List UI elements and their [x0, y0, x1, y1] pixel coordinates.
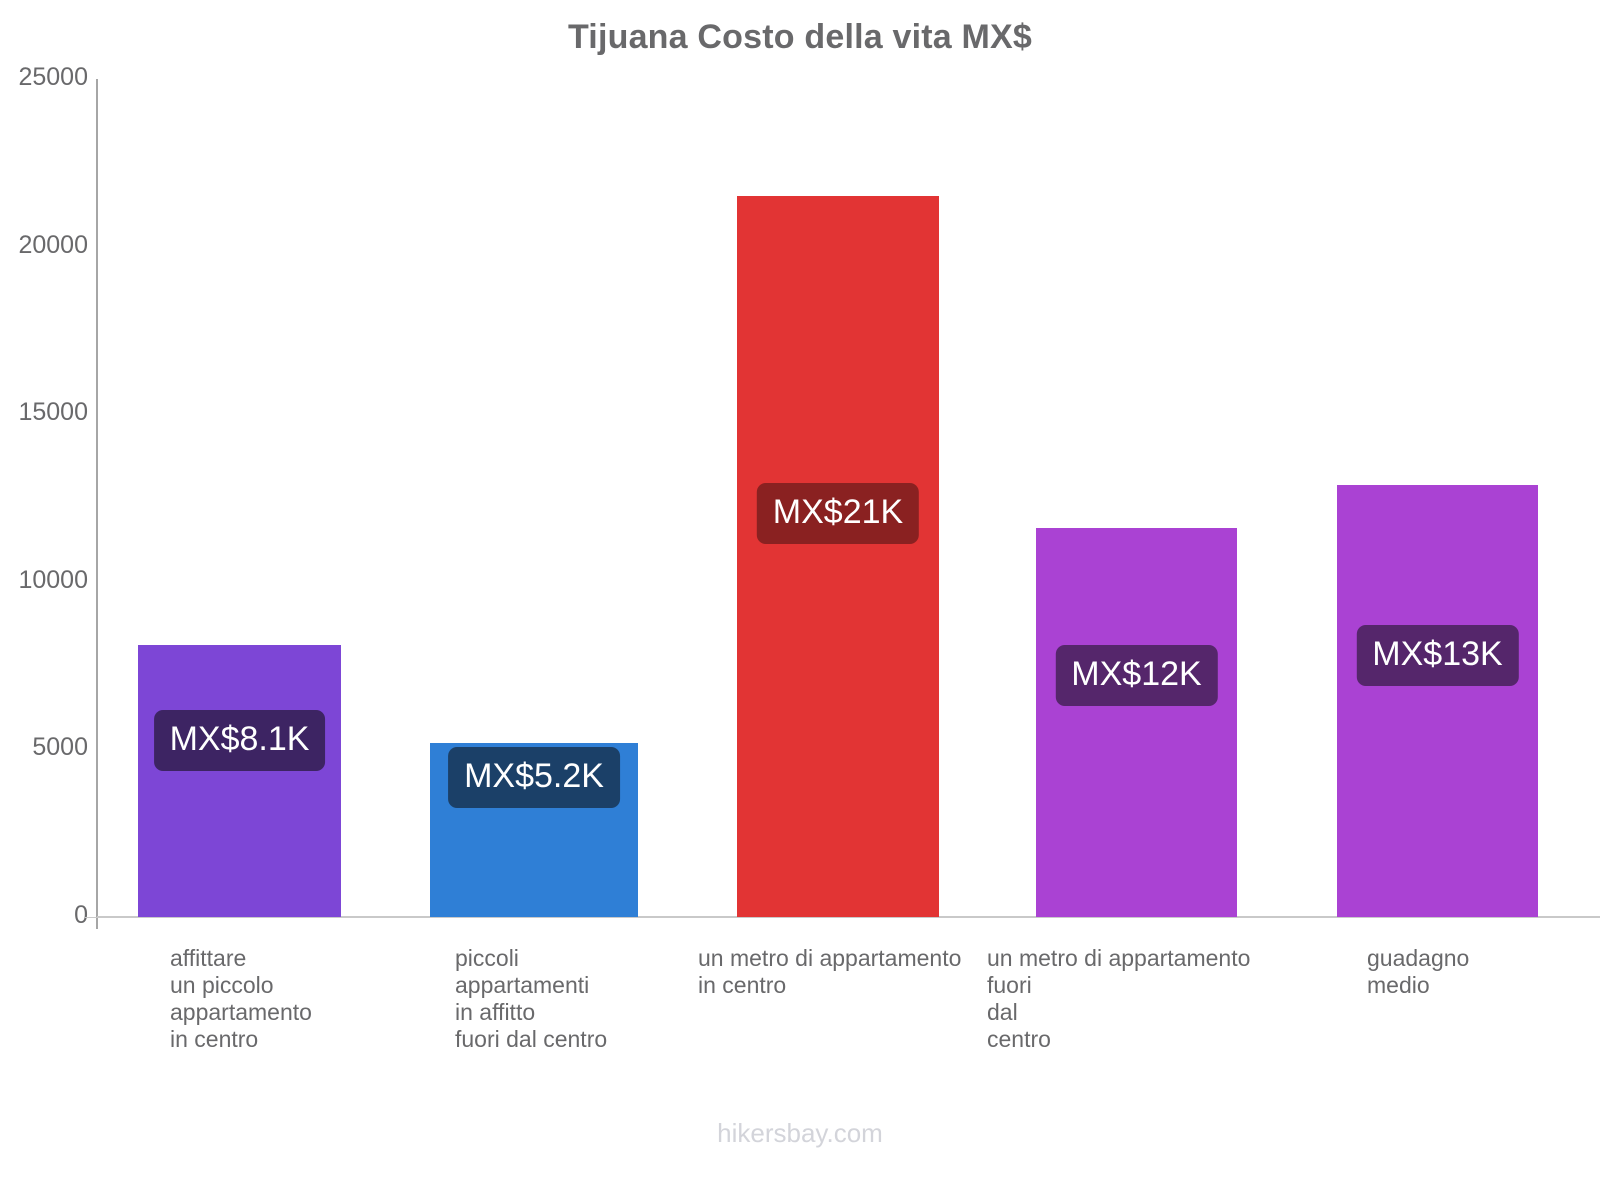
bar[interactable]	[138, 645, 341, 917]
watermark: hikersbay.com	[717, 1118, 883, 1148]
chart-title: Tijuana Costo della vita MX$	[567, 18, 1033, 56]
bar-value-label: MX$12K	[1055, 645, 1218, 706]
y-axis-tick-label: 25000	[18, 63, 88, 91]
x-axis-baseline	[97, 916, 1600, 918]
x-axis-category-label: un metro di appartamento in centro	[698, 945, 962, 998]
y-axis-tick-mark	[85, 917, 97, 918]
bar[interactable]	[1337, 484, 1538, 917]
bar[interactable]	[737, 196, 939, 917]
bar[interactable]	[1036, 528, 1237, 917]
x-axis-category-label: piccoli appartamenti in affitto fuori da…	[455, 945, 608, 1052]
y-axis-tick-label: 0	[74, 901, 88, 929]
y-axis-tick-label: 5000	[32, 733, 88, 762]
bar-value-label: MX$5.2K	[448, 747, 620, 808]
y-axis-line	[96, 79, 98, 929]
y-axis-tick-label: 15000	[18, 398, 88, 427]
bar-value-label: MX$13K	[1356, 625, 1519, 686]
bar-value-label: MX$21K	[756, 483, 920, 544]
x-axis-category-label: un metro di appartamento fuori dal centr…	[987, 945, 1251, 1052]
x-axis-category-label: affittare un piccolo appartamento in cen…	[170, 945, 312, 1052]
x-axis-category-label: guadagno medio	[1367, 945, 1470, 998]
y-axis-tick-label: 20000	[18, 230, 88, 259]
y-axis-tick-label: 10000	[18, 565, 88, 594]
bar-value-label: MX$8.1K	[153, 710, 326, 771]
